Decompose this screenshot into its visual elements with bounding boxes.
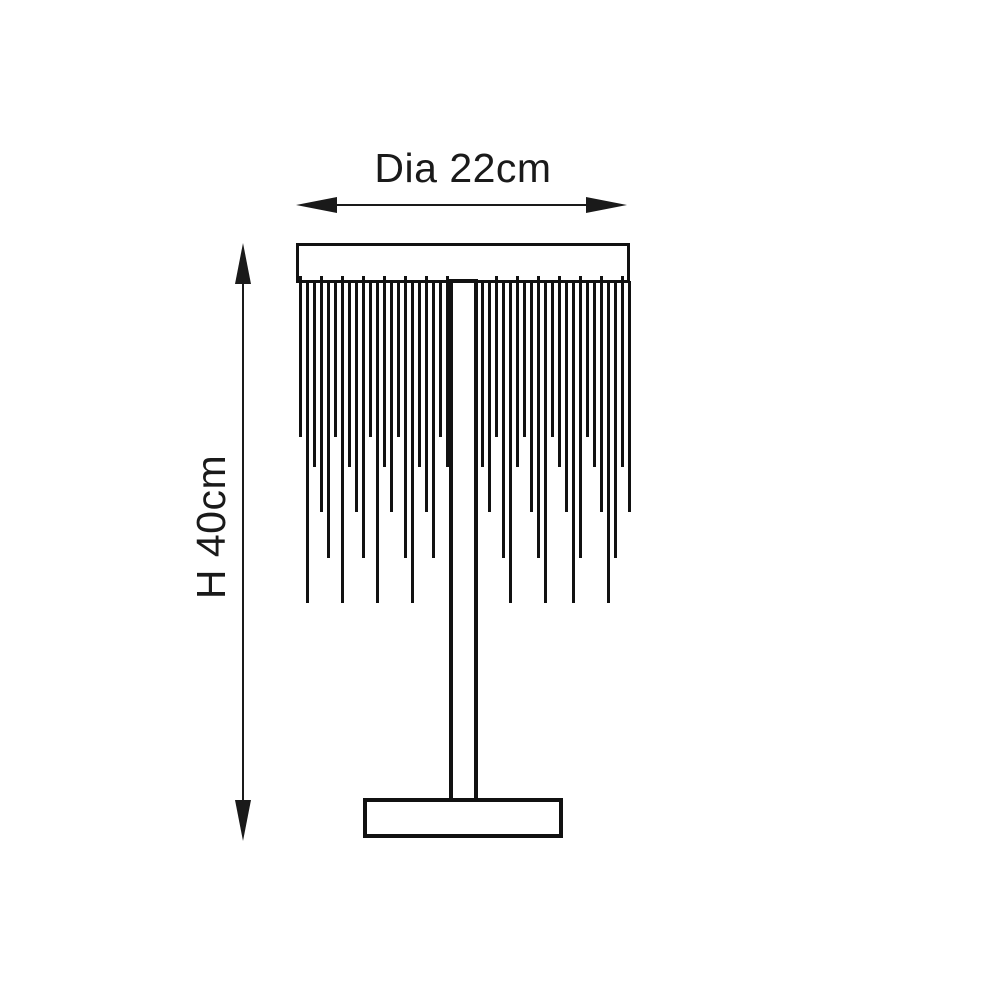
- fringe-strand: [376, 281, 379, 603]
- fringe-strand: [551, 281, 554, 437]
- arrowhead-up-icon: [235, 243, 251, 284]
- fringe-strand: [593, 281, 596, 467]
- fringe-strand: [516, 276, 519, 467]
- fringe-strand: [495, 276, 498, 437]
- fringe-strand: [446, 276, 449, 467]
- lamp-base: [363, 798, 563, 838]
- fringe-strand: [537, 276, 540, 558]
- fringe-strand: [341, 276, 344, 603]
- fringe-strand: [628, 281, 631, 512]
- fringe-strand: [432, 281, 435, 558]
- lamp-stem: [449, 279, 478, 802]
- fringe-strand: [397, 281, 400, 437]
- fringe-strand: [390, 281, 393, 512]
- fringe-strand: [509, 281, 512, 603]
- diameter-dimension-line: [330, 204, 594, 206]
- fringe-strand: [313, 281, 316, 467]
- arrowhead-left-icon: [296, 197, 337, 213]
- fringe-strand: [306, 281, 309, 603]
- fringe-strand: [530, 281, 533, 512]
- fringe-strand: [369, 281, 372, 437]
- fringe-strand: [383, 276, 386, 467]
- fringe-strand: [439, 281, 442, 437]
- fringe-strand: [327, 281, 330, 558]
- fringe-strand: [614, 281, 617, 558]
- fringe-strand: [579, 276, 582, 558]
- diameter-dimension-label: Dia 22cm: [374, 145, 552, 191]
- fringe-strand: [299, 276, 302, 437]
- fringe-strand: [320, 276, 323, 512]
- fringe-strand: [523, 281, 526, 437]
- arrowhead-right-icon: [586, 197, 627, 213]
- fringe-strand: [411, 281, 414, 603]
- fringe-strand: [355, 281, 358, 512]
- fringe-strand: [404, 276, 407, 558]
- fringe-strand: [586, 281, 589, 437]
- fringe-strand: [558, 276, 561, 467]
- fringe-strand: [334, 281, 337, 437]
- fringe-strand: [621, 276, 624, 467]
- fringe-strand: [348, 281, 351, 467]
- fringe-strand: [488, 281, 491, 512]
- fringe-strand: [544, 281, 547, 603]
- fringe-strand: [362, 276, 365, 558]
- fringe-strand: [425, 276, 428, 512]
- fringe-strand: [600, 276, 603, 512]
- height-dimension-line: [242, 278, 244, 806]
- fringe-strand: [502, 281, 505, 558]
- fringe-strand: [418, 281, 421, 467]
- lamp-shade-cap: [296, 243, 630, 283]
- arrowhead-down-icon: [235, 800, 251, 841]
- fringe-strand: [565, 281, 568, 512]
- fringe-strand: [481, 281, 484, 467]
- fringe-strand: [607, 281, 610, 603]
- fringe-strand: [572, 281, 575, 603]
